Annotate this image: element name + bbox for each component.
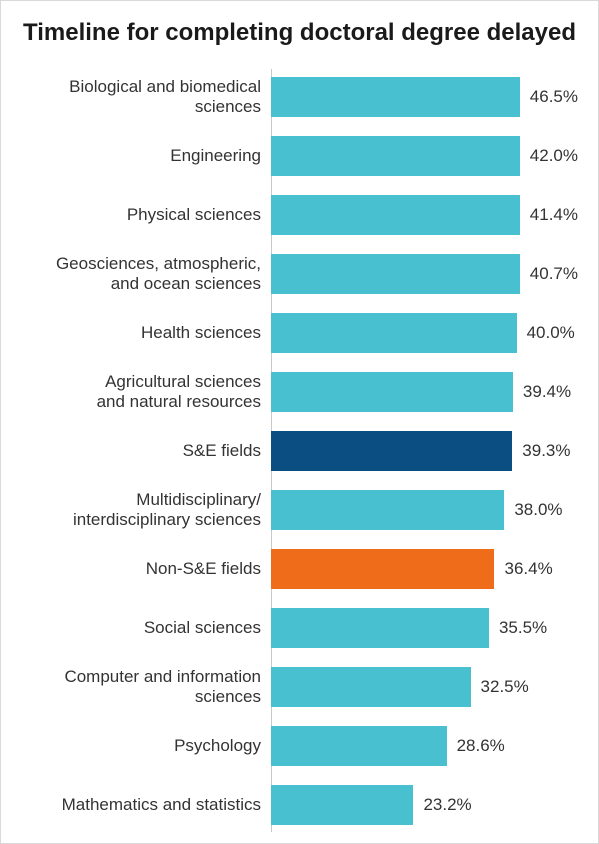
bar-area: 36.4% [271, 541, 578, 596]
bar-row: Geosciences, atmospheric,and ocean scien… [21, 246, 578, 301]
bar-area: 46.5% [271, 69, 578, 124]
bar-area: 38.0% [271, 482, 578, 537]
bar [271, 254, 520, 294]
bar-row: Mathematics and statistics 23.2% [21, 777, 578, 832]
bar-row: Social sciences 35.5% [21, 600, 578, 655]
bar-area: 40.0% [271, 305, 578, 360]
bar [271, 785, 413, 825]
category-label: S&E fields [21, 441, 271, 461]
bar-row: S&E fields 39.3% [21, 423, 578, 478]
bar [271, 195, 520, 235]
value-label: 39.3% [512, 441, 570, 461]
bar-row: Non-S&E fields 36.4% [21, 541, 578, 596]
category-label: Physical sciences [21, 205, 271, 225]
bar-row: Biological and biomedicalsciences 46.5% [21, 69, 578, 124]
value-label: 36.4% [494, 559, 552, 579]
bar-area: 41.4% [271, 187, 578, 242]
bar-chart: Biological and biomedicalsciences 46.5% En… [21, 69, 578, 832]
bar [271, 372, 513, 412]
category-label: Mathematics and statistics [21, 795, 271, 815]
value-label: 28.6% [447, 736, 505, 756]
category-label: Agricultural sciencesand natural resourc… [21, 372, 271, 411]
bar-row: Engineering 42.0% [21, 128, 578, 183]
bar-area: 28.6% [271, 718, 578, 773]
value-label: 46.5% [520, 87, 578, 107]
chart-title: Timeline for completing doctoral degree … [21, 19, 578, 47]
bar-row: Computer and informationsciences 32.5% [21, 659, 578, 714]
bar-area: 35.5% [271, 600, 578, 655]
category-label: Social sciences [21, 618, 271, 638]
value-label: 38.0% [504, 500, 562, 520]
bar-area: 39.4% [271, 364, 578, 419]
category-label: Engineering [21, 146, 271, 166]
bar [271, 431, 512, 471]
category-label: Geosciences, atmospheric,and ocean scien… [21, 254, 271, 293]
bar [271, 608, 489, 648]
value-label: 23.2% [413, 795, 471, 815]
bar-area: 42.0% [271, 128, 578, 183]
value-label: 32.5% [471, 677, 529, 697]
value-label: 39.4% [513, 382, 571, 402]
value-label: 42.0% [520, 146, 578, 166]
bar [271, 136, 520, 176]
category-label: Biological and biomedicalsciences [21, 77, 271, 116]
bar [271, 667, 471, 707]
bar [271, 549, 494, 589]
bar-area: 39.3% [271, 423, 578, 478]
value-label: 40.0% [517, 323, 575, 343]
category-label: Multidisciplinary/interdisciplinary scie… [21, 490, 271, 529]
bar-row: Psychology 28.6% [21, 718, 578, 773]
value-label: 40.7% [520, 264, 578, 284]
bar [271, 726, 447, 766]
category-label: Health sciences [21, 323, 271, 343]
bar-area: 40.7% [271, 246, 578, 301]
bar-row: Multidisciplinary/interdisciplinary scie… [21, 482, 578, 537]
bar-row: Agricultural sciencesand natural resourc… [21, 364, 578, 419]
bar-area: 23.2% [271, 777, 578, 832]
value-label: 35.5% [489, 618, 547, 638]
bar [271, 490, 504, 530]
bar-area: 32.5% [271, 659, 578, 714]
category-label: Computer and informationsciences [21, 667, 271, 706]
value-label: 41.4% [520, 205, 578, 225]
bar-row: Health sciences 40.0% [21, 305, 578, 360]
bar-row: Physical sciences 41.4% [21, 187, 578, 242]
bar [271, 313, 517, 353]
category-label: Psychology [21, 736, 271, 756]
bar [271, 77, 520, 117]
category-label: Non-S&E fields [21, 559, 271, 579]
